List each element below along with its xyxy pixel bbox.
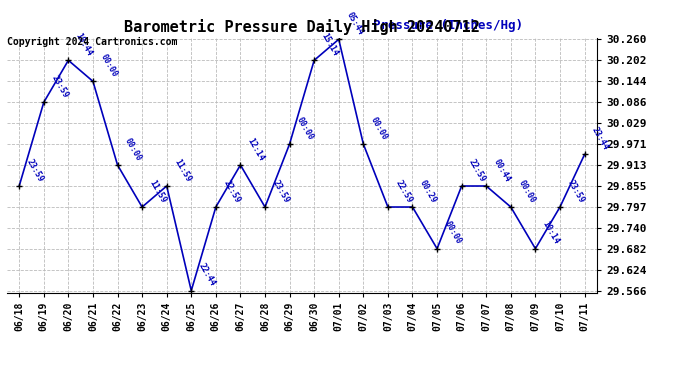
Text: Copyright 2024 Cartronics.com: Copyright 2024 Cartronics.com <box>7 37 177 47</box>
Text: 15:14: 15:14 <box>319 32 340 57</box>
Text: 23:59: 23:59 <box>25 157 45 183</box>
Text: 22:59: 22:59 <box>393 178 414 204</box>
Text: 10:14: 10:14 <box>541 220 561 246</box>
Text: 00:29: 00:29 <box>418 178 438 204</box>
Text: 12:14: 12:14 <box>246 136 266 162</box>
Text: 22:59: 22:59 <box>221 178 242 204</box>
Text: 11:59: 11:59 <box>148 178 168 204</box>
Text: 00:00: 00:00 <box>295 115 315 141</box>
Text: 10:44: 10:44 <box>74 32 95 57</box>
Text: Pressure (Inches/Hg): Pressure (Inches/Hg) <box>373 20 522 32</box>
Text: 05:44: 05:44 <box>344 10 364 36</box>
Text: 00:00: 00:00 <box>123 136 144 162</box>
Title: Barometric Pressure Daily High 20240712: Barometric Pressure Daily High 20240712 <box>124 19 480 35</box>
Text: 00:44: 00:44 <box>492 157 512 183</box>
Text: 00:00: 00:00 <box>369 115 389 141</box>
Text: 23:59: 23:59 <box>566 178 586 204</box>
Text: 00:00: 00:00 <box>99 53 119 78</box>
Text: 11:59: 11:59 <box>172 157 193 183</box>
Text: 23:44: 23:44 <box>590 126 611 152</box>
Text: 00:00: 00:00 <box>442 220 463 246</box>
Text: 22:59: 22:59 <box>467 157 488 183</box>
Text: 00:00: 00:00 <box>516 178 537 204</box>
Text: 23:59: 23:59 <box>49 74 70 99</box>
Text: 22:44: 22:44 <box>197 262 217 288</box>
Text: 23:59: 23:59 <box>270 178 291 204</box>
